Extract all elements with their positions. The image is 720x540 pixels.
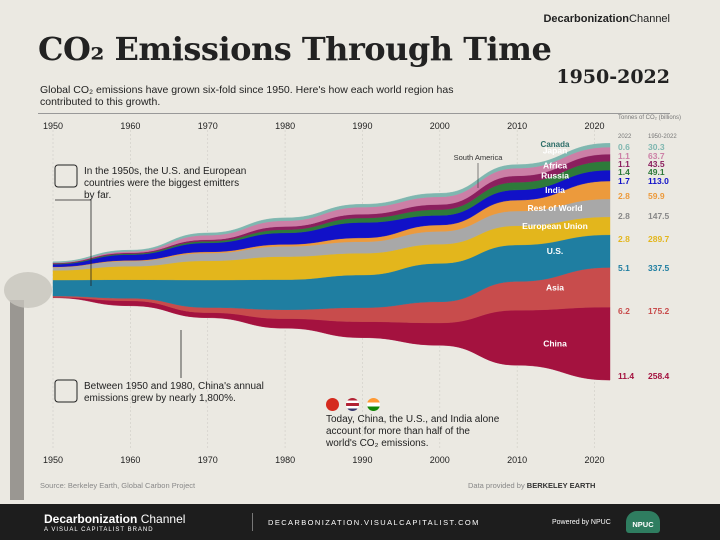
value-2022: 1.7	[618, 176, 630, 186]
series-label-china: China	[543, 339, 567, 349]
header-divider	[38, 113, 670, 114]
value-cumulative: 49.1	[648, 167, 665, 177]
series-label-u-s-: U.S.	[547, 246, 564, 256]
value-cumulative: 30.3	[648, 142, 665, 152]
value-2022: 2.8	[618, 191, 630, 201]
china-flag-icon	[326, 398, 339, 411]
series-label-asia: Asia	[546, 282, 564, 292]
x-tick-top: 2000	[430, 121, 450, 131]
factory-icon-frame	[54, 164, 78, 188]
brand-logo-top: DecarbonizationChannel	[543, 13, 670, 25]
series-label-africa: Africa	[543, 161, 567, 171]
series-label-russia: Russia	[541, 171, 569, 181]
x-tick-bottom: 1980	[275, 455, 295, 465]
x-tick-bottom: 1970	[198, 455, 218, 465]
subtitle: Global CO₂ emissions have grown six-fold…	[40, 84, 454, 108]
value-2022: 1.4	[618, 167, 630, 177]
value-2022: 2.8	[618, 234, 630, 244]
value-cumulative: 289.7	[648, 234, 670, 244]
x-tick-bottom: 2000	[430, 455, 450, 465]
data-credit: Data provided by BERKELEY EARTH	[468, 481, 596, 490]
year-range: 1950-2022	[556, 66, 670, 88]
x-tick-top: 1990	[352, 121, 372, 131]
value-2022: 0.6	[618, 142, 630, 152]
series-label-india: India	[545, 185, 565, 195]
series-label-european-union: European Union	[522, 221, 588, 231]
x-tick-top: 1960	[120, 121, 140, 131]
us-flag-icon	[346, 398, 360, 411]
page-title: CO₂ Emissions Through Time	[38, 30, 552, 68]
source-text: Source: Berkeley Earth, Global Carbon Pr…	[40, 481, 196, 490]
value-2022: 11.4	[618, 371, 634, 381]
col-header-cumulative: 1950-2022	[648, 134, 677, 140]
x-tick-top: 2020	[585, 121, 605, 131]
series-label-canada: Canada	[541, 140, 570, 149]
series-label-japan: Japan	[543, 146, 568, 156]
footer-url-link[interactable]: DECARBONIZATION.VISUALCAPITALIST.COM	[268, 518, 480, 527]
powered-by-text: Powered by NPUC	[552, 519, 611, 526]
x-tick-bottom: 1960	[120, 455, 140, 465]
flag-group	[326, 398, 383, 416]
factory-icon-frame	[54, 379, 78, 403]
note-today: Today, China, the U.S., and India alone …	[326, 414, 500, 449]
x-tick-top: 2010	[507, 121, 527, 131]
col-header-2022: 2022	[618, 134, 632, 140]
value-2022: 1.1	[618, 159, 630, 169]
note-1950s: In the 1950s, the U.S. and European coun…	[84, 166, 247, 201]
smoke-cloud-icon	[4, 272, 52, 308]
npuc-logo-icon: NPUC	[626, 511, 660, 533]
note-china-growth: Between 1950 and 1980, China's annual em…	[84, 381, 264, 404]
value-cumulative: 175.2	[648, 306, 670, 316]
series-label-rest-of-world: Rest of World	[527, 203, 582, 213]
x-tick-top: 1950	[43, 121, 63, 131]
smokestack-icon	[10, 300, 24, 500]
x-tick-top: 1970	[198, 121, 218, 131]
value-2022: 1.1	[618, 151, 630, 161]
value-2022: 2.8	[618, 211, 630, 221]
x-tick-top: 1980	[275, 121, 295, 131]
value-cumulative: 63.7	[648, 151, 665, 161]
value-2022: 5.1	[618, 263, 630, 273]
value-cumulative: 59.9	[648, 191, 665, 201]
value-cumulative: 147.5	[648, 211, 670, 221]
value-cumulative: 337.5	[648, 263, 670, 273]
value-cumulative: 258.4	[648, 371, 670, 381]
col-header-units: Tonnes of CO₂ (billions)	[618, 115, 681, 121]
value-cumulative: 43.5	[648, 159, 665, 169]
value-2022: 6.2	[618, 306, 630, 316]
footer-divider	[252, 513, 253, 531]
footer-brand[interactable]: Decarbonization Channel	[44, 512, 186, 526]
footer-brand-sub: A VISUAL CAPITALIST BRAND	[44, 527, 154, 533]
x-tick-bottom: 1990	[352, 455, 372, 465]
x-tick-bottom: 2020	[585, 455, 605, 465]
series-label-south-america: South America	[454, 153, 504, 162]
streamgraph-chart: 1950 1950 1960 1960 1970 1970 1980 1980 1990 1990…	[4, 115, 681, 500]
x-tick-bottom: 2010	[507, 455, 527, 465]
x-tick-bottom: 1950	[43, 455, 63, 465]
footer-bar: Decarbonization Channel A VISUAL CAPITAL…	[0, 504, 720, 540]
area-canada	[52, 143, 611, 263]
india-flag-icon	[366, 398, 380, 411]
value-cumulative: 113.0	[648, 176, 669, 186]
